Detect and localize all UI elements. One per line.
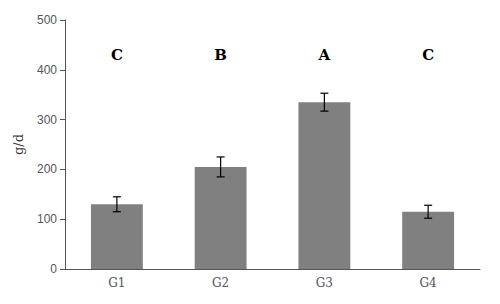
svg-text:G3: G3 bbox=[316, 276, 333, 290]
svg-text:A: A bbox=[318, 46, 331, 64]
svg-text:B: B bbox=[214, 46, 227, 64]
svg-text:G4: G4 bbox=[420, 276, 438, 290]
svg-text:200: 200 bbox=[37, 162, 57, 176]
svg-text:300: 300 bbox=[37, 113, 57, 127]
svg-text:G1: G1 bbox=[108, 276, 125, 290]
svg-text:100: 100 bbox=[37, 212, 57, 226]
svg-text:400: 400 bbox=[37, 63, 57, 77]
svg-text:G2: G2 bbox=[212, 276, 229, 290]
svg-text:C: C bbox=[422, 46, 434, 64]
svg-text:500: 500 bbox=[37, 13, 57, 27]
svg-text:C: C bbox=[111, 46, 123, 64]
svg-text:0: 0 bbox=[50, 262, 57, 276]
svg-text:g/d: g/d bbox=[11, 134, 26, 155]
